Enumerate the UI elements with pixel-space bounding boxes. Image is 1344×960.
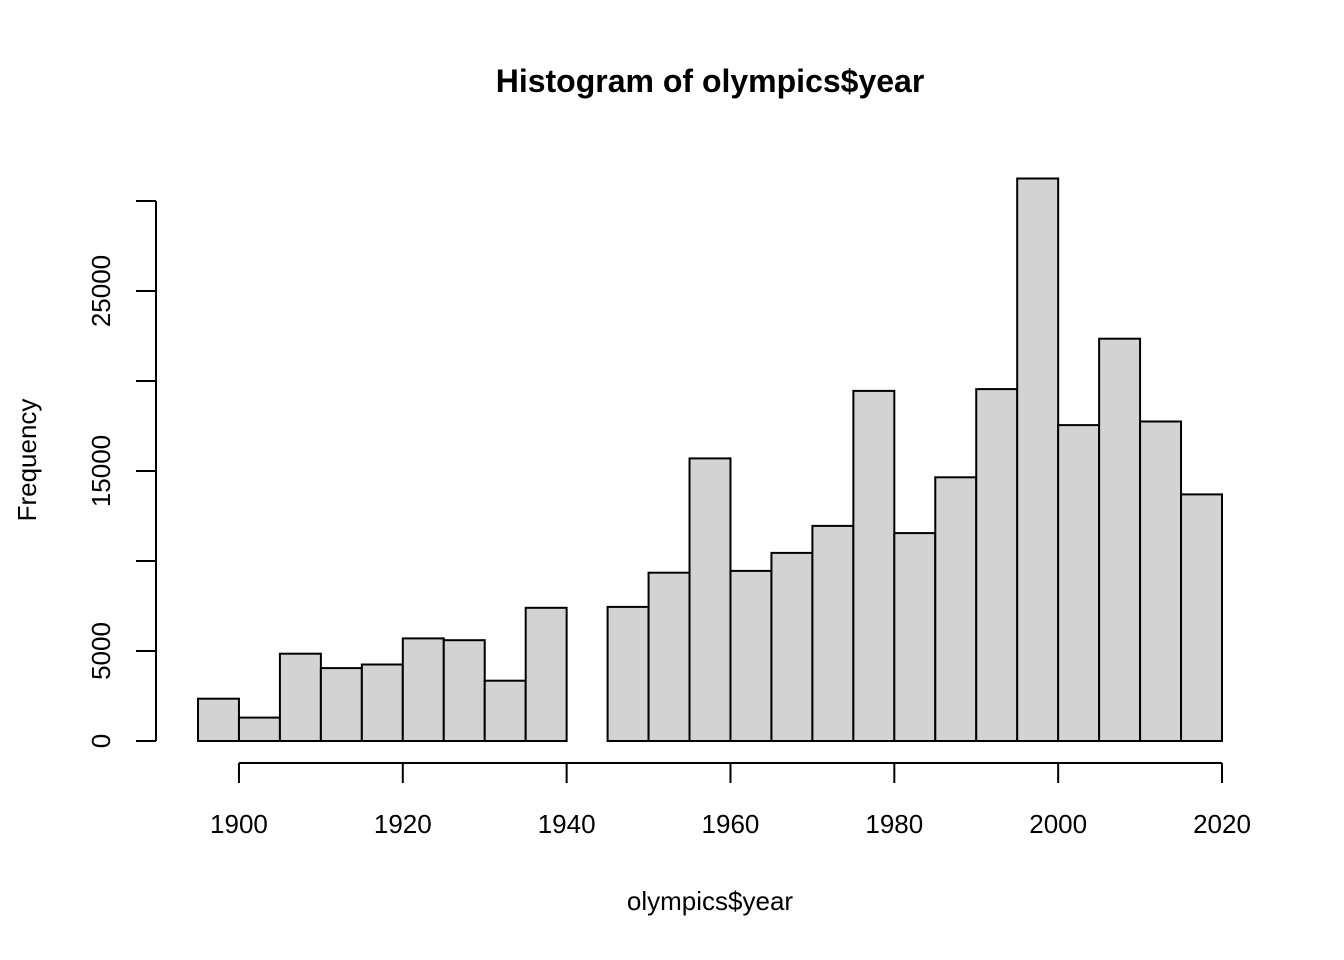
histogram-bar [770,551,814,743]
histogram-bar [852,389,896,742]
x-tick-label: 1940 [538,809,596,839]
x-tick-label: 1900 [210,809,268,839]
histogram-bar [975,388,1019,742]
histogram-bar [647,571,691,743]
x-tick-label: 1920 [374,809,432,839]
y-axis-label: Frequency [12,399,42,522]
histogram-bar [483,679,527,743]
histogram-bar [811,524,855,743]
histogram-bar [319,667,363,742]
histogram-bar [237,716,281,742]
histogram-bar [401,637,445,743]
x-tick-label: 2020 [1193,809,1251,839]
bars-group [197,177,1224,743]
histogram-bar [1139,420,1183,742]
histogram-bar [729,569,773,743]
y-tick-label: 0 [86,734,116,748]
histogram-bar [524,606,568,742]
x-axis: 1900 1920 1940 1960 1980 2000 2020 [210,762,1251,839]
x-tick-label: 1980 [865,809,923,839]
y-tick-label: 15000 [86,435,116,507]
histogram-bar [893,532,937,742]
histogram-bar [442,639,486,743]
histogram-bar [197,697,240,743]
y-tick-label: 5000 [86,622,116,680]
histogram-bar [1057,424,1101,742]
histogram-bar [606,605,650,743]
histogram-bar [1180,493,1224,742]
chart-title: Histogram of olympics$year [496,63,925,99]
histogram-bar [934,476,978,742]
histogram-bar [1016,177,1060,742]
histogram-bar [360,663,404,742]
x-tick-label: 1960 [702,809,760,839]
x-axis-label: olympics$year [627,886,794,916]
y-axis: 0 5000 15000 25000 [86,200,157,748]
y-tick-label: 25000 [86,255,116,327]
histogram-bar [278,652,322,743]
histogram-bar [1098,337,1142,742]
x-tick-label: 2000 [1029,809,1087,839]
histogram-bar [688,457,732,742]
